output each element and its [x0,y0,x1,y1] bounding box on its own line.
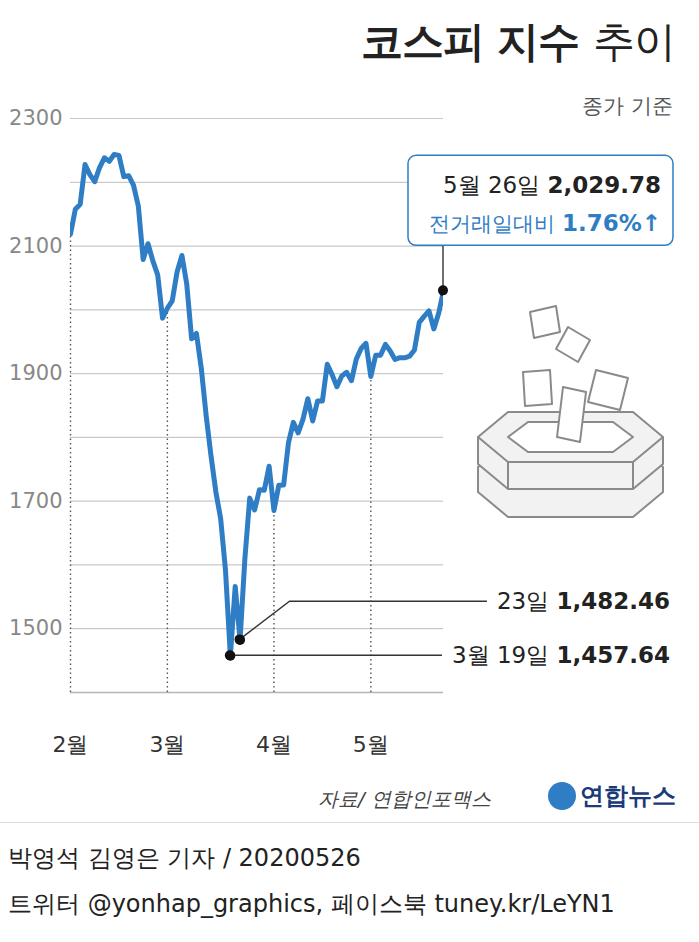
html-text:연합뉴스: 연합뉴스 [580,782,676,810]
svg-text:23일 1,482.46: 23일 1,482.46 [497,588,670,614]
svg-text:1700: 1700 [9,489,62,513]
svg-text:2100: 2100 [9,234,62,258]
svg-text:1900: 1900 [9,361,62,385]
svg-text:4월: 4월 [256,732,292,757]
svg-text:5월: 5월 [353,732,389,757]
svg-text:2월: 2월 [53,732,89,757]
svg-text:5월 26일 2,029.78: 5월 26일 2,029.78 [443,172,661,198]
html-text:박영석 김영은 기자 / 20200526: 박영석 김영은 기자 / 20200526 [8,844,361,872]
html-text:종가 기준: 종가 기준 [582,94,673,118]
svg-text:1500: 1500 [9,616,62,640]
html-text:코스피 지수추이: 코스피 지수추이 [360,17,675,66]
svg-text:2300: 2300 [9,106,62,130]
svg-text:전거래일대비 1.76%↑: 전거래일대비 1.76%↑ [429,210,661,236]
svg-text:3월: 3월 [149,732,185,757]
html-text:트위터 @yonhap_graphics, 페이스북 tun: 트위터 @yonhap_graphics, 페이스북 tuney.kr/LeYN… [8,890,615,918]
html-text:자료/ 연합인포맥스: 자료/ 연합인포맥스 [318,787,492,811]
svg-text:3월 19일 1,457.64: 3월 19일 1,457.64 [452,642,670,668]
